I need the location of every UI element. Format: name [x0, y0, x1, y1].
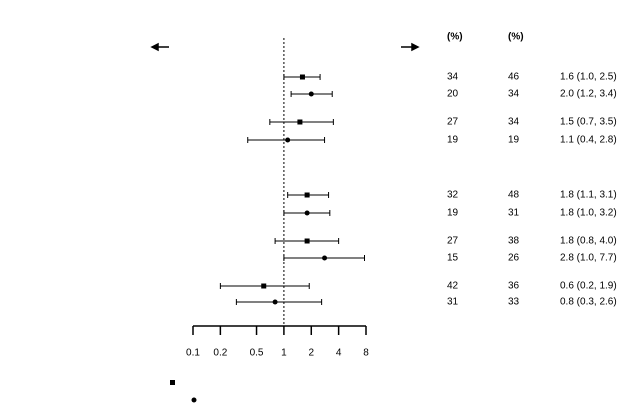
value-label: 1.8 (1.1, 3.1)	[560, 190, 617, 201]
value-label: 0.8 (0.3, 2.6)	[560, 297, 617, 308]
column-value: 46	[508, 72, 520, 83]
column-value: 34	[508, 117, 520, 128]
x-tick-label: 8	[363, 348, 369, 359]
column-value: 32	[447, 190, 459, 201]
point-circle	[304, 210, 310, 216]
column-value: 36	[508, 281, 520, 292]
column-value: 19	[508, 135, 520, 146]
x-tick-label: 0.5	[250, 348, 264, 359]
point-square	[261, 283, 267, 289]
value-label: 1.1 (0.4, 2.8)	[560, 135, 617, 146]
point-square	[299, 74, 305, 80]
column-value: 42	[447, 281, 459, 292]
column-value: 19	[447, 135, 459, 146]
column-value: 19	[447, 208, 459, 219]
point-circle	[285, 137, 291, 143]
point-square	[297, 119, 303, 125]
point-circle	[272, 299, 278, 305]
value-label: 1.5 (0.7, 3.5)	[560, 117, 617, 128]
left-arrow-head	[150, 42, 159, 52]
column-value: 34	[508, 89, 520, 100]
x-tick-label: 0.1	[186, 348, 200, 359]
column-value: 20	[447, 89, 459, 100]
column-header: (%)	[447, 32, 463, 43]
legend-circle	[191, 397, 197, 403]
right-arrow-head	[411, 42, 420, 52]
x-tick-label: 1	[281, 348, 287, 359]
column-value: 27	[447, 117, 459, 128]
column-value: 33	[508, 297, 520, 308]
column-value: 31	[508, 208, 520, 219]
column-value: 27	[447, 236, 459, 247]
column-value: 34	[447, 72, 459, 83]
column-value: 26	[508, 253, 520, 264]
x-tick-label: 0.2	[213, 348, 227, 359]
column-value: 38	[508, 236, 520, 247]
point-circle	[322, 255, 328, 261]
value-label: 1.8 (0.8, 4.0)	[560, 236, 617, 247]
value-label: 0.6 (0.2, 1.9)	[560, 281, 617, 292]
column-header: (%)	[508, 32, 524, 43]
column-value: 48	[508, 190, 520, 201]
value-label: 1.8 (1.0, 3.2)	[560, 208, 617, 219]
x-tick-label: 4	[336, 348, 342, 359]
point-square	[304, 192, 310, 198]
legend-square	[170, 380, 175, 385]
column-value: 31	[447, 297, 459, 308]
value-label: 2.0 (1.2, 3.4)	[560, 89, 617, 100]
value-label: 1.6 (1.0, 2.5)	[560, 72, 617, 83]
value-label: 2.8 (1.0, 7.7)	[560, 253, 617, 264]
point-circle	[308, 91, 314, 97]
column-value: 15	[447, 253, 459, 264]
point-square	[304, 238, 310, 244]
x-tick-label: 2	[308, 348, 314, 359]
direction-arrows	[150, 42, 420, 52]
